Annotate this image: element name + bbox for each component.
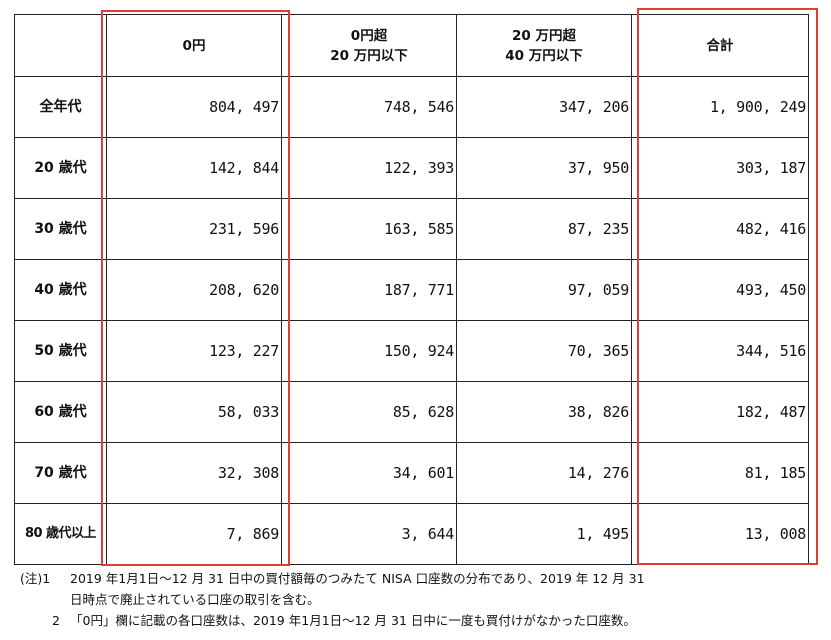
- table-cell: 122, 393: [281, 137, 457, 199]
- row-label: 40 歳代: [14, 259, 107, 321]
- row-label: 80 歳代以上: [14, 503, 107, 565]
- note-1: (注)1 2019 年1月1日～12 月 31 日中の買付額毎のつみたて NISA…: [20, 568, 645, 589]
- table-cell: 187, 771: [281, 259, 457, 321]
- table-cell: 13, 008: [631, 503, 809, 565]
- note-1-mark: (注)1: [20, 571, 51, 586]
- table-row: 50 歳代 123, 227 150, 924 70, 365 344, 516: [14, 320, 809, 382]
- table-cell: 482, 416: [631, 198, 809, 260]
- nisa-accounts-table: 0円 0円超 20 万円以下 20 万円超 40 万円以下 合計 全年代 804, …: [14, 14, 809, 565]
- table-cell: 87, 235: [456, 198, 632, 260]
- row-label: 20 歳代: [14, 137, 107, 199]
- table-cell: 58, 033: [106, 381, 282, 443]
- table-cell: 748, 546: [281, 76, 457, 138]
- table-cell: 208, 620: [106, 259, 282, 321]
- table-cell: 70, 365: [456, 320, 632, 382]
- table-cell: 123, 227: [106, 320, 282, 382]
- table-cell: 14, 276: [456, 442, 632, 504]
- table-cell: 1, 900, 249: [631, 76, 809, 138]
- table-cell: 85, 628: [281, 381, 457, 443]
- table-cell: 303, 187: [631, 137, 809, 199]
- header-20-40man: 20 万円超 40 万円以下: [456, 14, 632, 77]
- table-cell: 81, 185: [631, 442, 809, 504]
- header-0-20man: 0円超 20 万円以下: [281, 14, 457, 77]
- note-2: 2 「0円」欄に記載の各口座数は、2019 年1月1日～12 月 31 日中に一度…: [20, 610, 645, 631]
- footnotes: (注)1 2019 年1月1日～12 月 31 日中の買付額毎のつみたて NISA…: [20, 568, 645, 631]
- table-cell: 231, 596: [106, 198, 282, 260]
- table-cell: 34, 601: [281, 442, 457, 504]
- row-label: 60 歳代: [14, 381, 107, 443]
- table-row: 70 歳代 32, 308 34, 601 14, 276 81, 185: [14, 442, 809, 504]
- row-label: 70 歳代: [14, 442, 107, 504]
- table-cell: 97, 059: [456, 259, 632, 321]
- table-row: 60 歳代 58, 033 85, 628 38, 826 182, 487: [14, 381, 809, 443]
- table-row: 20 歳代 142, 844 122, 393 37, 950 303, 187: [14, 137, 809, 199]
- table-row: 40 歳代 208, 620 187, 771 97, 059 493, 450: [14, 259, 809, 321]
- row-label: 50 歳代: [14, 320, 107, 382]
- table-cell: 3, 644: [281, 503, 457, 565]
- header-row: 0円 0円超 20 万円以下 20 万円超 40 万円以下 合計: [14, 14, 809, 77]
- header-total: 合計: [631, 14, 809, 77]
- table-cell: 493, 450: [631, 259, 809, 321]
- table-cell: 7, 869: [106, 503, 282, 565]
- row-label: 30 歳代: [14, 198, 107, 260]
- table-cell: 32, 308: [106, 442, 282, 504]
- row-label: 全年代: [14, 76, 107, 138]
- table-cell: 344, 516: [631, 320, 809, 382]
- table-cell: 182, 487: [631, 381, 809, 443]
- table-cell: 37, 950: [456, 137, 632, 199]
- corner-cell: [14, 14, 107, 77]
- table-cell: 38, 826: [456, 381, 632, 443]
- note-2-mark: 2: [52, 613, 60, 628]
- table-cell: 163, 585: [281, 198, 457, 260]
- note-2-text: 「0円」欄に記載の各口座数は、2019 年1月1日～12 月 31 日中に一度も…: [70, 613, 636, 628]
- table-cell: 1, 495: [456, 503, 632, 565]
- table-cell: 347, 206: [456, 76, 632, 138]
- table-cell: 804, 497: [106, 76, 282, 138]
- note-1-text: 2019 年1月1日～12 月 31 日中の買付額毎のつみたて NISA 口座数…: [70, 571, 645, 586]
- table-row: 80 歳代以上 7, 869 3, 644 1, 495 13, 008: [14, 503, 809, 565]
- table-cell: 150, 924: [281, 320, 457, 382]
- header-0yen: 0円: [106, 14, 282, 77]
- note-1-continued: 日時点で廃止されている口座の取引を含む。: [70, 592, 320, 607]
- table-row: 全年代 804, 497 748, 546 347, 206 1, 900, 2…: [14, 76, 809, 138]
- table-cell: 142, 844: [106, 137, 282, 199]
- table-row: 30 歳代 231, 596 163, 585 87, 235 482, 416: [14, 198, 809, 260]
